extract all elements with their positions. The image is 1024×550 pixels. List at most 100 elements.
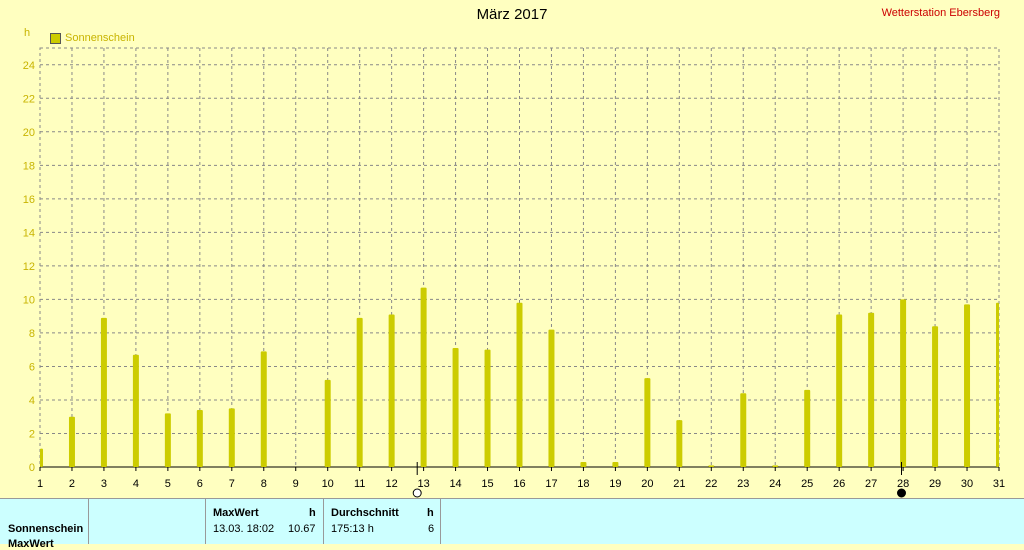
y-tick-label: 10: [23, 294, 35, 306]
x-tick-label: 24: [769, 478, 781, 490]
bar: [996, 302, 999, 467]
bar: [708, 465, 715, 467]
y-tick-label: 6: [29, 361, 35, 373]
bar: [836, 314, 843, 467]
y-tick-label: 14: [23, 227, 35, 239]
x-tick-label: 19: [609, 478, 621, 490]
bar: [484, 349, 491, 467]
x-tick-label: 23: [737, 478, 749, 490]
bar: [100, 317, 107, 467]
avg-unit: h: [427, 507, 434, 519]
y-tick-label: 4: [29, 395, 35, 407]
y-tick-label: 18: [23, 160, 35, 172]
x-tick-label: 7: [229, 478, 235, 490]
bar: [548, 329, 555, 467]
bar: [612, 461, 619, 467]
x-tick-label: 8: [261, 478, 267, 490]
x-tick-label: 11: [354, 478, 365, 490]
x-tick-label: 31: [993, 478, 1005, 490]
bar: [580, 461, 587, 467]
y-tick-label: 0: [29, 462, 35, 474]
panel-divider: [440, 499, 441, 544]
max-unit: h: [309, 507, 316, 519]
moon-markers: [412, 462, 907, 498]
chart-title: März 2017: [476, 6, 548, 23]
y-tick-label: 2: [29, 428, 35, 440]
legend-label: Sonnenschein: [65, 32, 135, 44]
max-value: 10.67: [288, 523, 316, 535]
new-moon-icon: [412, 488, 422, 498]
bar: [228, 408, 235, 467]
avg-header: Durchschnitt: [331, 507, 399, 519]
bar: [388, 314, 395, 467]
bar: [516, 302, 523, 467]
plot-frame: [39, 47, 1000, 468]
x-tick-label: 4: [133, 478, 139, 490]
x-tick-label: 10: [322, 478, 334, 490]
x-tick-label: 9: [293, 478, 299, 490]
x-tick-label: 15: [481, 478, 493, 490]
x-tick-label: 17: [545, 478, 557, 490]
x-tick-label: 27: [865, 478, 877, 490]
x-tick-label: 29: [929, 478, 941, 490]
x-tick-label: 13: [417, 478, 429, 490]
avg-value: 6: [428, 523, 435, 535]
panel-divider: [205, 499, 206, 544]
bar: [196, 410, 203, 467]
max-date: 13.03. 18:02: [213, 523, 275, 535]
x-tick-label: 16: [513, 478, 525, 490]
bar: [676, 420, 683, 467]
bar: [356, 317, 363, 467]
y-tick-label: 8: [29, 328, 35, 340]
legend: Sonnenschein: [50, 32, 135, 44]
y-axis-unit: h: [24, 27, 31, 39]
bar: [324, 379, 331, 467]
station-name: Wetterstation Ebersberg: [881, 7, 1000, 19]
bar: [868, 312, 875, 467]
bar: [804, 389, 811, 467]
y-tick-label: 20: [23, 127, 35, 139]
bar: [932, 326, 939, 467]
bar: [260, 351, 267, 467]
x-tick-label: 2: [69, 478, 75, 490]
y-tick-label: 12: [23, 261, 35, 273]
x-tick-label: 22: [705, 478, 717, 490]
x-tick-label: 20: [641, 478, 653, 490]
bar: [68, 416, 75, 467]
x-tick-label: 28: [897, 478, 909, 490]
bar: [772, 465, 779, 467]
legend-swatch: [50, 32, 61, 44]
x-tick-label: 3: [101, 478, 107, 490]
summary-panel: Sonnenschein MaxWert MaxWert h 13.03. 18…: [0, 498, 1024, 550]
x-tick-label: 25: [801, 478, 813, 490]
bar: [452, 348, 459, 467]
bar: [164, 413, 171, 467]
x-tick-label: 14: [449, 478, 461, 490]
avg-total: 175:13 h: [331, 523, 374, 535]
y-tick-label: 16: [23, 194, 35, 206]
bar: [420, 287, 427, 467]
x-tick-label: 21: [673, 478, 685, 490]
full-moon-icon: [897, 488, 907, 498]
x-tick-label: 5: [165, 478, 171, 490]
panel-divider: [88, 499, 89, 544]
bar: [964, 304, 971, 467]
x-tick-label: 30: [961, 478, 973, 490]
bar: [644, 378, 651, 467]
x-tick-label: 1: [37, 478, 43, 490]
bar: [132, 354, 139, 467]
bar: [900, 299, 907, 467]
bar-series: [40, 287, 999, 467]
max-header: MaxWert: [213, 507, 259, 519]
bar: [740, 393, 747, 467]
x-tick-label: 12: [386, 478, 398, 490]
x-tick-label: 6: [197, 478, 203, 490]
row-label-maxwert: MaxWert: [8, 538, 54, 550]
x-tick-label: 18: [577, 478, 589, 490]
bar: [40, 448, 43, 467]
panel-divider: [323, 499, 324, 544]
y-tick-label: 24: [23, 60, 35, 72]
row-label-sunshine: Sonnenschein: [8, 523, 84, 535]
